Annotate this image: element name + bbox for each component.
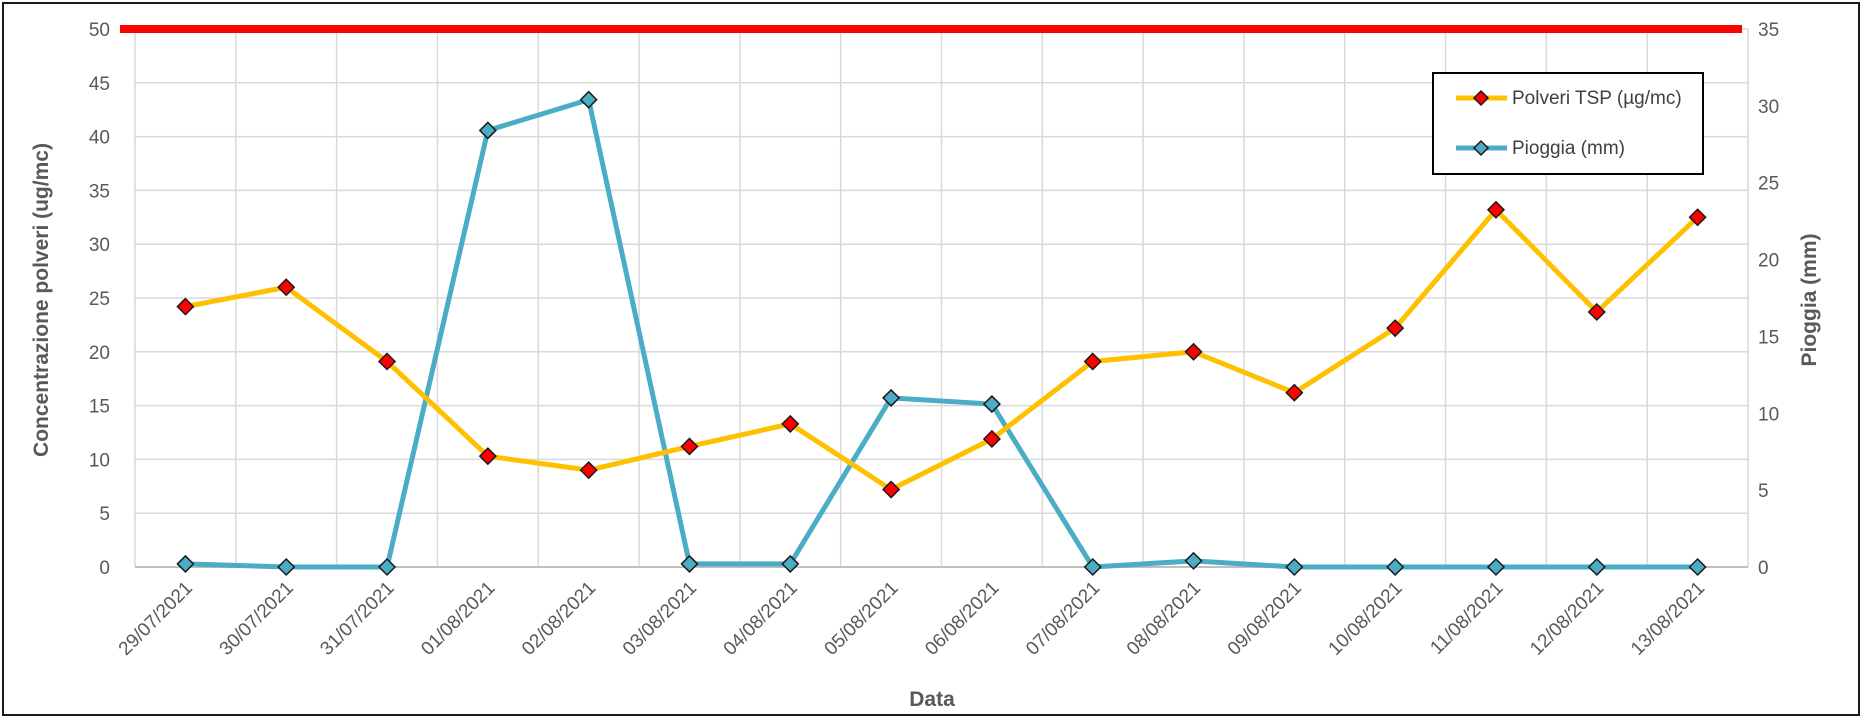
data-point-marker [377,352,397,371]
x-tick-label: 10/08/2021 [1325,578,1407,660]
x-tick-label: 02/08/2021 [518,578,600,660]
legend-box [1432,72,1704,175]
y-right-tick-label: 35 [1758,20,1779,41]
data-point-marker [478,121,497,140]
data-point-marker [680,437,699,456]
y-left-tick-label: 25 [89,289,110,310]
y-right-tick-label: 30 [1758,97,1779,118]
y-axis-left-title: Concentrazione polveri (ug/mc) [30,143,53,457]
data-point-marker [1587,302,1606,322]
data-point-marker [579,90,598,109]
data-point-marker [1486,557,1506,577]
legend-marker-pioggia [1472,139,1490,157]
y-left-tick-label: 50 [89,20,110,41]
x-tick-label: 05/08/2021 [821,578,903,660]
data-point-marker [1688,208,1707,227]
legend-marker-polveri [1472,89,1490,107]
y-left-tick-label: 40 [89,128,110,149]
data-point-marker [176,554,195,573]
y-left-tick-label: 10 [89,450,110,471]
data-point-marker [781,554,800,573]
x-tick-label: 01/08/2021 [417,578,499,660]
y-left-tick-label: 0 [99,558,110,579]
y-right-tick-label: 20 [1758,251,1779,272]
data-point-marker [1688,557,1707,577]
data-point-marker [478,447,497,466]
data-point-marker [680,554,699,573]
y-axis-right-title: Pioggia (mm) [1798,233,1821,366]
series-line [185,97,1698,570]
data-point-marker [982,395,1001,414]
data-point-marker [1083,352,1102,371]
y-right-tick-label: 25 [1758,174,1779,195]
data-point-marker [982,429,1001,449]
y-left-tick-label: 20 [89,343,110,364]
y-right-tick-label: 10 [1758,404,1779,425]
data-point-marker [1486,200,1506,219]
x-tick-label: 30/07/2021 [216,578,298,660]
data-point-marker [781,414,800,433]
x-tick-label: 13/08/2021 [1627,578,1709,660]
x-axis-title: Data [909,688,955,711]
y-right-tick-label: 0 [1758,558,1769,579]
x-tick-label: 03/08/2021 [619,578,701,660]
x-tick-label: 08/08/2021 [1123,578,1205,660]
legend: Polveri TSP (µg/mc) Pioggia (mm) [1432,72,1704,175]
series-group [176,90,1707,577]
data-point-marker [277,278,296,297]
data-point-marker [277,557,296,577]
y-left-tick-label: 15 [89,397,110,418]
data-point-marker [882,480,901,499]
legend-label-polveri: Polveri TSP (µg/mc) [1512,88,1682,109]
data-point-marker [579,461,598,480]
y-left-tick-label: 5 [99,504,110,525]
data-point-marker [1386,319,1405,338]
x-tick-label: 29/07/2021 [115,578,197,660]
x-tick-label: 12/08/2021 [1526,578,1608,660]
data-point-marker [377,557,397,577]
data-point-marker [176,297,195,316]
x-tick-label: 06/08/2021 [921,578,1003,660]
data-point-marker [882,388,901,407]
y-left-tick-label: 45 [89,74,110,95]
data-point-marker [1285,557,1304,577]
x-tick-label: 04/08/2021 [720,578,802,660]
y-left-tick-label: 35 [89,181,110,202]
x-tick-label: 09/08/2021 [1224,578,1306,660]
x-tick-label: 11/08/2021 [1426,578,1507,659]
data-point-marker [1184,342,1203,361]
data-point-marker [1386,557,1405,577]
series-line [184,207,1700,493]
x-tick-label: 07/08/2021 [1022,578,1104,660]
legend-label-pioggia: Pioggia (mm) [1512,138,1625,159]
y-left-tick-label: 30 [89,235,110,256]
x-tick-label: 31/07/2021 [316,578,398,660]
data-point-marker [1285,383,1304,402]
data-point-marker [1587,557,1606,577]
y-right-tick-label: 5 [1758,481,1769,502]
data-point-marker [1083,557,1102,577]
data-point-marker [1184,551,1203,570]
y-right-tick-label: 15 [1758,327,1779,348]
